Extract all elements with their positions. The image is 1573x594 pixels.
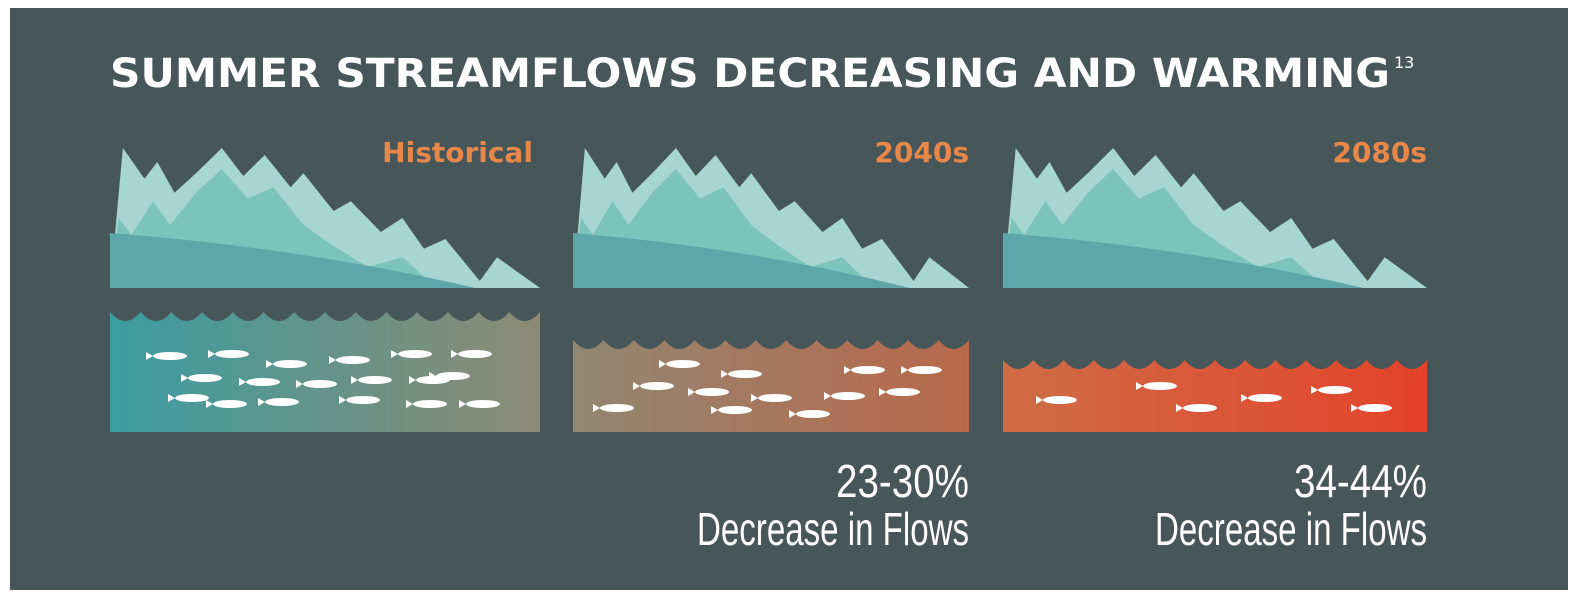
fish-tail	[711, 406, 718, 414]
fish-tail	[1241, 394, 1248, 402]
fish	[303, 380, 337, 388]
fish	[728, 370, 762, 378]
fish	[436, 372, 470, 380]
fish	[336, 356, 370, 364]
fish-tail	[1176, 404, 1183, 412]
fish	[153, 352, 187, 360]
fish-tail	[459, 400, 466, 408]
water	[110, 312, 540, 432]
fish-tail	[391, 350, 398, 358]
fish-tail	[633, 382, 640, 390]
fish-tail	[146, 352, 153, 360]
fish	[600, 404, 634, 412]
fish	[886, 388, 920, 396]
fish-tail	[1311, 386, 1318, 394]
fish	[1043, 396, 1077, 404]
fish	[188, 374, 222, 382]
fish-tail	[593, 404, 600, 412]
flow-change: 23-30%	[836, 455, 969, 507]
fish-tail	[296, 380, 303, 388]
fish	[246, 378, 280, 386]
fish-tail	[258, 398, 265, 406]
flow-caption: Decrease in Flows	[697, 503, 969, 555]
fish	[1248, 394, 1282, 402]
fish-tail	[429, 372, 436, 380]
fish-tail	[901, 366, 908, 374]
fish	[213, 400, 247, 408]
fish-tail	[181, 374, 188, 382]
fish	[265, 398, 299, 406]
background	[10, 8, 1568, 590]
fish-tail	[266, 360, 273, 368]
fish	[215, 350, 249, 358]
fish-tail	[206, 400, 213, 408]
fish-tail	[1136, 382, 1143, 390]
fish	[458, 350, 492, 358]
fish	[666, 360, 700, 368]
fish	[908, 366, 942, 374]
fish-tail	[329, 356, 336, 364]
fish-tail	[406, 400, 413, 408]
fish	[851, 366, 885, 374]
flow-change: 34-44%	[1294, 455, 1427, 507]
fish-tail	[208, 350, 215, 358]
water	[573, 340, 969, 432]
fish	[1183, 404, 1217, 412]
fish-tail	[1036, 396, 1043, 404]
fish	[1318, 386, 1352, 394]
fish-tail	[168, 394, 175, 402]
fish	[831, 392, 865, 400]
fish	[758, 394, 792, 402]
panel-label: 2040s	[874, 136, 969, 169]
slope	[573, 233, 910, 288]
fish	[640, 382, 674, 390]
slope	[1003, 233, 1364, 288]
fish-tail	[879, 388, 886, 396]
fish-tail	[844, 366, 851, 374]
fish	[346, 396, 380, 404]
footnote: 13	[1394, 53, 1414, 72]
fish	[718, 406, 752, 414]
fish	[1358, 404, 1392, 412]
fish	[398, 350, 432, 358]
fish-tail	[824, 392, 831, 400]
fish	[695, 388, 729, 396]
fish-tail	[789, 410, 796, 418]
fish	[1143, 382, 1177, 390]
fish	[273, 360, 307, 368]
fish-tail	[721, 370, 728, 378]
fish-tail	[451, 350, 458, 358]
illustration	[110, 148, 1427, 432]
title: SUMMER STREAMFLOWS DECREASING AND WARMIN…	[110, 51, 1390, 97]
flow-caption: Decrease in Flows	[1155, 503, 1427, 555]
water	[1003, 360, 1427, 432]
panel-label: Historical	[382, 136, 533, 169]
fish-tail	[659, 360, 666, 368]
fish	[413, 400, 447, 408]
panel-label: 2080s	[1332, 136, 1427, 169]
fish-tail	[339, 396, 346, 404]
fish-tail	[239, 378, 246, 386]
fish	[175, 394, 209, 402]
fish	[358, 376, 392, 384]
fish-tail	[351, 376, 358, 384]
slope	[110, 233, 476, 288]
fish	[466, 400, 500, 408]
fish-tail	[688, 388, 695, 396]
fish-tail	[409, 376, 416, 384]
fish-tail	[1351, 404, 1358, 412]
fish-tail	[751, 394, 758, 402]
fish	[796, 410, 830, 418]
